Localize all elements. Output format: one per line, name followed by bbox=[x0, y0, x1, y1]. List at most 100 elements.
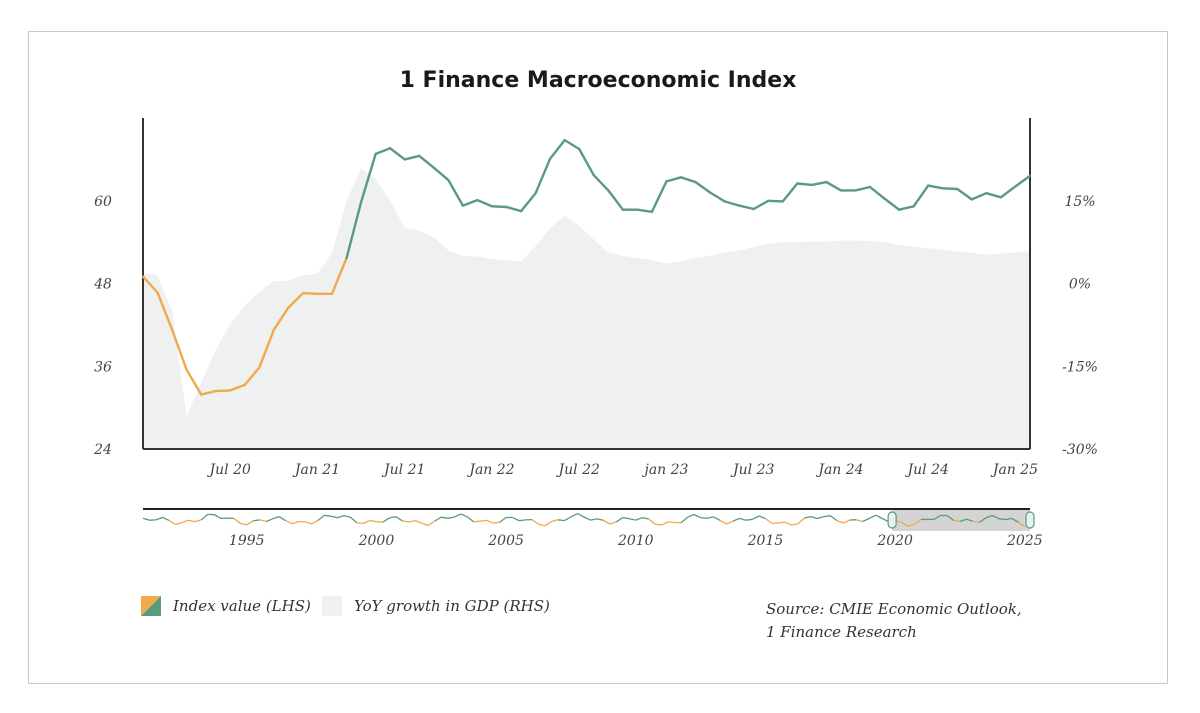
navigator-line-segment bbox=[791, 523, 799, 526]
navigator-line-segment bbox=[856, 519, 863, 523]
index-line-segment bbox=[956, 187, 973, 201]
navigator-line-segment bbox=[829, 515, 838, 522]
index-line-segment bbox=[650, 180, 668, 214]
navigator-line-segment bbox=[875, 514, 883, 520]
navigator-line-segment bbox=[499, 516, 507, 523]
index-line-segment bbox=[156, 291, 174, 331]
navigator-line-segment bbox=[272, 515, 280, 520]
navigator-line-segment bbox=[447, 516, 455, 519]
legend-label-gdp: YoY growth in GDP (RHS) bbox=[354, 597, 550, 615]
navigator-line-segment bbox=[155, 516, 163, 521]
navigator-line-segment bbox=[278, 516, 286, 522]
index-line-segment bbox=[199, 389, 217, 396]
navigator-line-segment bbox=[914, 518, 922, 525]
navigator-line-segment bbox=[823, 515, 831, 518]
navigator-line-segment bbox=[706, 516, 714, 519]
navigator-line-segment bbox=[1005, 517, 1012, 521]
index-line-segment bbox=[738, 204, 755, 211]
navigator-line-segment bbox=[363, 519, 371, 524]
x-tick-label: Jul 22 bbox=[556, 462, 600, 478]
index-line-segment bbox=[301, 292, 319, 295]
navigator-line-segment bbox=[668, 521, 675, 524]
navigator-line-segment bbox=[142, 517, 150, 521]
index-line-segment bbox=[636, 208, 654, 214]
index-line-segment bbox=[243, 366, 261, 387]
navigator-line-segment bbox=[583, 516, 591, 521]
x-tick-label: Jul 23 bbox=[730, 462, 774, 478]
navigator-line-segment bbox=[408, 519, 416, 523]
x-tick-label: Jul 21 bbox=[381, 462, 425, 478]
index-line-segment bbox=[679, 176, 697, 184]
index-line-segment bbox=[214, 389, 232, 393]
navigator-line-segment bbox=[985, 514, 993, 519]
navigator-line-segment bbox=[162, 516, 170, 521]
index-line-segment bbox=[912, 184, 930, 208]
y-left-tick-label: 48 bbox=[93, 277, 112, 293]
index-line-segment bbox=[767, 199, 784, 203]
x-tick-label: jan 23 bbox=[641, 462, 688, 478]
navigator-line-segment bbox=[473, 520, 481, 523]
index-line-segment bbox=[359, 152, 377, 204]
index-line-segment bbox=[985, 191, 1003, 199]
navigator-line-segment bbox=[434, 516, 442, 522]
navigator-line-segment bbox=[966, 518, 974, 522]
navigator-line-segment bbox=[291, 520, 299, 525]
navigator-line-segment bbox=[979, 517, 987, 523]
navigator-line-segment bbox=[603, 519, 611, 525]
index-line-segment bbox=[825, 180, 843, 192]
index-line-segment bbox=[548, 138, 566, 160]
index-line-segment bbox=[810, 180, 828, 187]
navigator-line-segment bbox=[745, 518, 753, 521]
index-line-segment bbox=[592, 173, 610, 192]
navigator-line-segment bbox=[817, 515, 824, 520]
y-left-tick-label: 60 bbox=[94, 194, 112, 210]
navigator-line-segment bbox=[655, 523, 662, 526]
index-line-segment bbox=[287, 292, 305, 309]
index-line-segment bbox=[868, 185, 886, 200]
navigator-line-segment bbox=[907, 523, 915, 527]
navigator-line-segment bbox=[868, 514, 876, 520]
navigator-line-segment bbox=[389, 516, 397, 519]
index-line-segment bbox=[258, 328, 276, 369]
index-line-segment bbox=[141, 275, 159, 294]
navigator-line-segment bbox=[551, 519, 559, 523]
index-line-segment bbox=[389, 147, 406, 161]
x-tick-label: Jan 21 bbox=[292, 462, 340, 478]
index-line-segment bbox=[170, 328, 188, 371]
navigator-line-segment bbox=[642, 517, 649, 520]
legend-item-gdp[interactable]: YoY growth in GDP (RHS) bbox=[322, 596, 550, 616]
navigator-left-handle bbox=[887, 511, 897, 529]
index-line-segment bbox=[461, 198, 479, 207]
navigator-line-segment bbox=[577, 513, 585, 518]
navigator-line-segment bbox=[304, 521, 312, 525]
index-line-segment bbox=[418, 154, 435, 169]
navigator[interactable]: 1995 2000 2005 2010 2015 2020 2025 bbox=[142, 508, 1043, 549]
navigator-line-segment bbox=[713, 516, 721, 521]
index-line-segment bbox=[708, 191, 726, 203]
gdp-area bbox=[143, 167, 1030, 449]
navigator-line-segment bbox=[415, 519, 423, 524]
navigator-line-segment bbox=[402, 520, 409, 523]
index-line-segment bbox=[927, 184, 944, 190]
navigator-line-segment bbox=[648, 518, 656, 525]
y-right-tick-label: 0% bbox=[1069, 277, 1091, 293]
navigator-line-segment bbox=[622, 516, 630, 520]
navigator-line-segment bbox=[752, 515, 760, 520]
index-line-segment bbox=[228, 383, 247, 392]
navigator-line-segment bbox=[369, 519, 377, 523]
index-line-segment bbox=[490, 205, 508, 209]
navigator-line-segment bbox=[168, 519, 176, 526]
navigator-line-segment bbox=[324, 514, 332, 517]
index-line-segment bbox=[970, 191, 988, 201]
navigator-line-segment bbox=[1017, 521, 1026, 527]
legend-item-index[interactable]: Index value (LHS) bbox=[141, 596, 311, 616]
navigator-line-segment bbox=[285, 520, 293, 525]
x-tick-label: Jul 20 bbox=[207, 462, 251, 478]
index-line-segment bbox=[578, 147, 595, 177]
navigator-line-segment bbox=[629, 518, 636, 521]
navigator-line-segment bbox=[531, 519, 539, 525]
index-line-segment bbox=[403, 154, 421, 161]
index-line-segment bbox=[185, 368, 203, 396]
x-tick-label: Jul 24 bbox=[905, 462, 949, 478]
